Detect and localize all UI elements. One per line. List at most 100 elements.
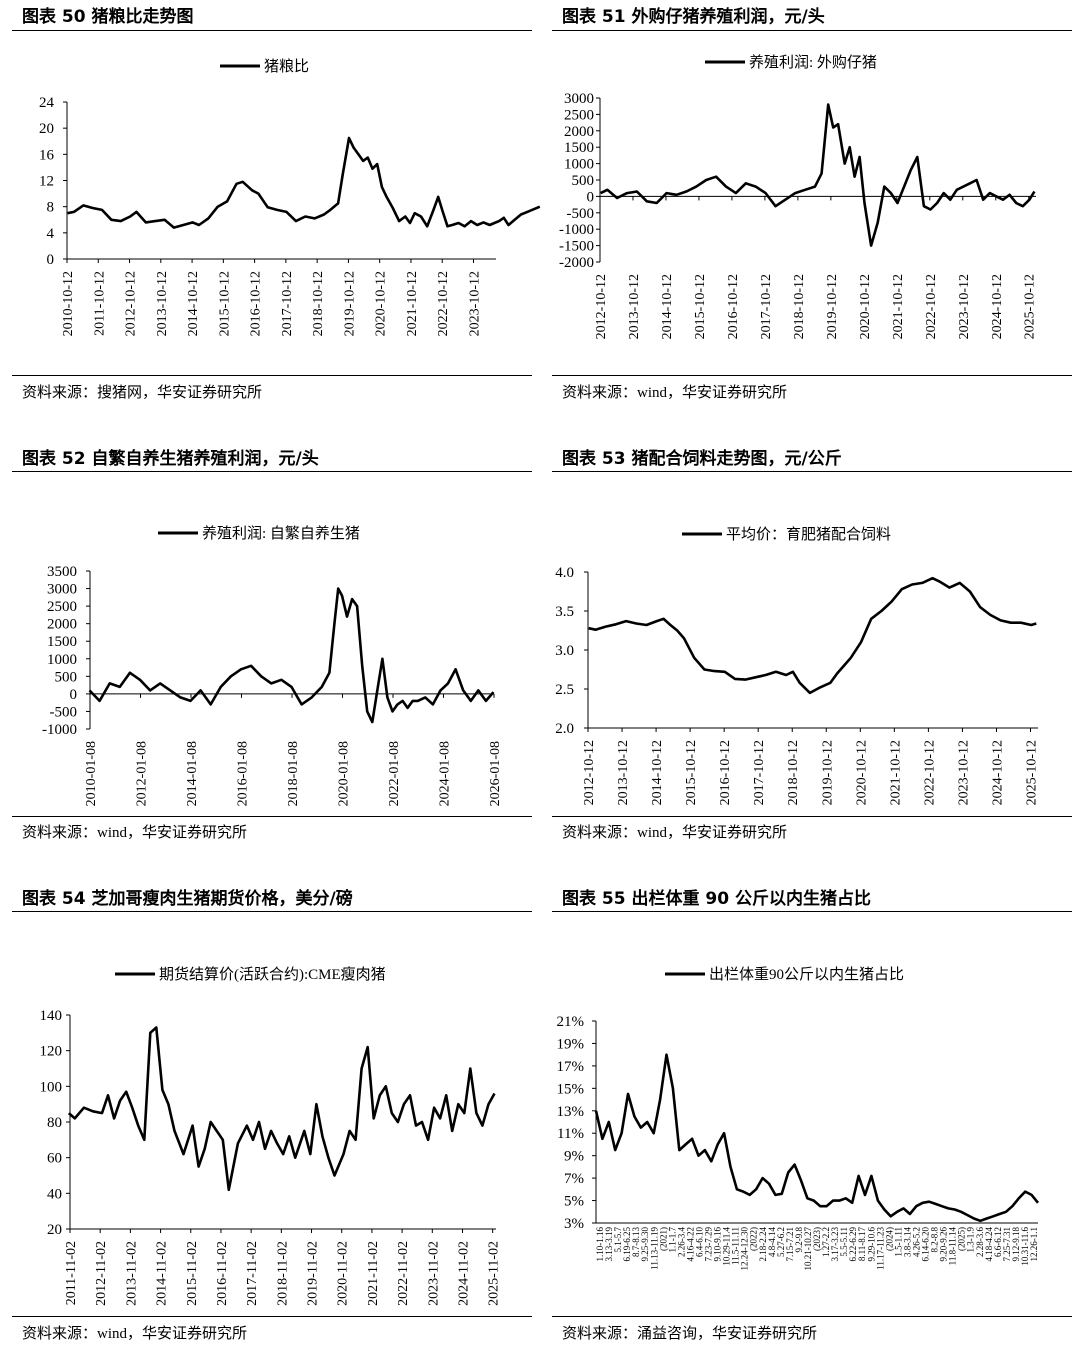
- x-tick-label: 2014-10-12: [660, 274, 675, 339]
- x-tick-label: 2020-11-02: [336, 1241, 351, 1306]
- y-tick-label: 500: [572, 173, 595, 189]
- x-tick-label: 1.5-1.11: [893, 1227, 903, 1257]
- x-tick-label: 2020-10-12: [374, 271, 389, 336]
- x-tick-label: 2014-11-02: [155, 1241, 170, 1306]
- y-tick-label: 120: [40, 1044, 63, 1060]
- series-line: [88, 587, 495, 724]
- y-tick-label: 7%: [564, 1171, 584, 1187]
- series-line: [588, 576, 1037, 695]
- x-tick-label: 2025-10-12: [1025, 740, 1040, 805]
- x-tick-label: 5.1-5.7: [613, 1227, 623, 1253]
- y-tick-label: 0: [70, 687, 78, 703]
- y-tick-label: 60: [47, 1151, 62, 1167]
- x-tick-label: 2020-10-12: [858, 274, 873, 339]
- x-tick-label: 2018-11-02: [275, 1241, 290, 1306]
- source-note: 资料来源：wind，华安证券研究所: [22, 1326, 248, 1342]
- x-tick-label: 2016-10-12: [249, 271, 264, 336]
- y-tick-label: -2000: [559, 255, 594, 271]
- x-tick-label: (2023): [812, 1227, 822, 1251]
- x-tick-label: 2012-10-12: [594, 274, 609, 339]
- x-tick-label: 11.5-11.11: [731, 1227, 741, 1265]
- x-tick-label: 2014-10-12: [186, 271, 201, 336]
- x-tick-label: 2020-10-12: [854, 740, 869, 805]
- x-tick-label: 7.25-7.31: [1002, 1227, 1012, 1262]
- series-line: [600, 103, 1036, 247]
- x-tick-label: 2022-01-08: [387, 741, 402, 806]
- figure-title: 图表 55 出栏体重 90 公斤以内生猪占比: [562, 889, 871, 909]
- figure-title: 图表 51 外购仔猪养殖利润，元/头: [562, 7, 825, 27]
- source-note: 资料来源：涌益咨询，华安证券研究所: [562, 1326, 818, 1342]
- x-tick-label: 2024-01-08: [438, 741, 453, 806]
- x-tick-label: 2021-11-02: [366, 1241, 381, 1306]
- title-rule: [552, 911, 1072, 912]
- figure-title: 图表 54 芝加哥瘦肉生猪期货价格，美分/磅: [22, 889, 353, 909]
- x-tick-label: 11.17-11.23: [875, 1227, 885, 1270]
- x-tick-label: 2023-11-02: [426, 1241, 441, 1306]
- x-tick-label: 8.2-8.8: [930, 1227, 940, 1253]
- x-tick-label: 9.29-10.6: [866, 1227, 876, 1262]
- legend-label: 养殖利润: 外购仔猪: [749, 54, 877, 71]
- x-tick-label: 2014-01-08: [185, 741, 200, 806]
- x-tick-label: 3.13-3.19: [604, 1227, 614, 1262]
- x-tick-label: 2019-10-12: [825, 274, 840, 339]
- x-tick-label: 2019-10-12: [820, 740, 835, 805]
- source-note: 资料来源：wind，华安证券研究所: [22, 825, 248, 841]
- x-tick-label: 3.17-3.23: [830, 1227, 840, 1262]
- x-tick-label: 2010-10-12: [61, 271, 76, 336]
- x-tick-label: 4.26-5.2: [911, 1227, 921, 1257]
- x-tick-label: 11.8-11.14: [948, 1227, 958, 1266]
- y-tick-label: 40: [47, 1186, 62, 1202]
- y-tick-label: 13%: [557, 1104, 585, 1120]
- x-tick-label: 2018-10-12: [786, 740, 801, 805]
- y-tick-label: 20: [47, 1222, 62, 1238]
- x-tick-label: 2013-10-12: [627, 274, 642, 339]
- y-tick-label: -500: [567, 206, 595, 222]
- legend-label: 平均价：育肥猪配合饲料: [726, 526, 891, 543]
- source-rule: [12, 375, 532, 376]
- x-tick-label: 4.8-4.14: [767, 1227, 777, 1257]
- y-tick-label: 500: [55, 669, 78, 685]
- y-tick-label: 2.5: [555, 682, 574, 698]
- x-tick-label: 2015-10-12: [217, 271, 232, 336]
- x-tick-label: 8.11-8.17: [857, 1227, 867, 1262]
- series-line: [594, 1053, 1040, 1223]
- under-90kg-share-chart: 出栏体重90公斤以内生猪占比 3% 5% 7% 9% 11% 13% 15% 17% 19% 21%…: [557, 966, 1040, 1271]
- source-rule: [12, 816, 532, 817]
- x-tick-label: 9.10-9.16: [713, 1227, 723, 1262]
- x-tick-label: 2021-10-12: [891, 274, 906, 339]
- y-tick-label: -1000: [42, 722, 77, 738]
- series-line: [67, 1026, 496, 1192]
- y-tick-label: 1000: [564, 157, 594, 173]
- y-tick-label: 3.5: [555, 604, 574, 620]
- y-tick-label: 2000: [564, 124, 594, 140]
- y-tick-label: 4: [47, 226, 55, 242]
- y-tick-label: 3.0: [555, 643, 574, 659]
- y-tick-label: 80: [47, 1115, 62, 1131]
- source-rule: [552, 375, 1072, 376]
- x-tick-label: 2019-10-12: [342, 271, 357, 336]
- y-tick-label: 12: [39, 174, 54, 190]
- x-tick-label: 7.23-7.29: [704, 1227, 714, 1262]
- x-tick-label: 2018-10-12: [311, 271, 326, 336]
- source-rule: [552, 1316, 1072, 1317]
- y-tick-label: 1000: [47, 652, 77, 668]
- x-tick-label: 2022-10-12: [924, 274, 939, 339]
- cme-lean-hog-futures-chart: 期货结算价(活跃合约):CME瘦肉猪 20 40 60 80 100 120 140 2011-…: [40, 965, 502, 1306]
- y-tick-label: 24: [39, 95, 55, 111]
- x-tick-label: 2.18-2.24: [758, 1227, 768, 1262]
- figure-title: 图表 53 猪配合饲料走势图，元/公斤: [562, 449, 842, 469]
- x-tick-label: 6.19-6.25: [622, 1227, 632, 1262]
- y-tick-label: -1500: [559, 239, 594, 255]
- x-tick-label: 6.6-6.12: [993, 1227, 1003, 1257]
- x-tick-label: 2013-11-02: [124, 1241, 139, 1306]
- x-tick-label: 2025-11-02: [487, 1241, 502, 1306]
- panel-chart-50: 图表 50 猪粮比走势图 猪粮比 0 4 8 12 16 20 24 2010-10-12 201…: [0, 0, 541, 410]
- x-tick-label: 1.1-1.7: [667, 1227, 677, 1253]
- x-tick-label: 2011-11-02: [64, 1241, 79, 1305]
- x-tick-label: 6.14-6.20: [921, 1227, 931, 1262]
- x-tick-label: 2015-10-12: [693, 274, 708, 339]
- y-tick-label: -1000: [559, 222, 594, 238]
- y-tick-label: 21%: [557, 1014, 585, 1030]
- y-tick-label: 9%: [564, 1149, 584, 1165]
- y-tick-label: 3500: [47, 564, 77, 580]
